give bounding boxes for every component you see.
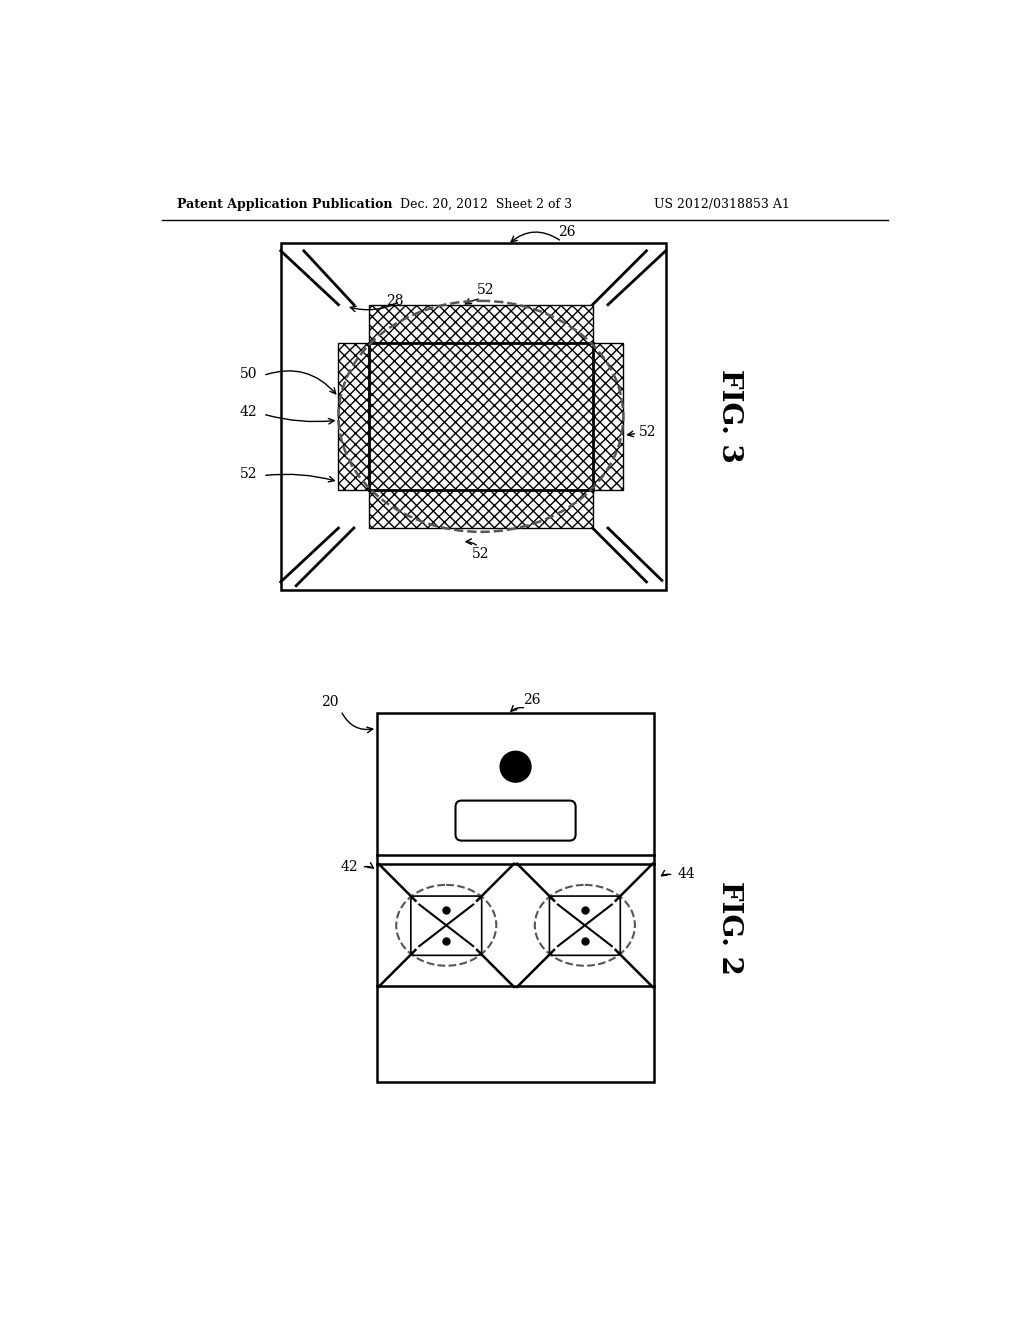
- Text: 26: 26: [523, 693, 541, 706]
- Text: Patent Application Publication: Patent Application Publication: [177, 198, 392, 211]
- Text: 50: 50: [240, 367, 258, 381]
- Text: 42: 42: [240, 405, 258, 420]
- Text: 26: 26: [558, 226, 575, 239]
- Text: 52: 52: [240, 467, 258, 480]
- Text: 28: 28: [386, 294, 403, 308]
- Text: 52: 52: [477, 282, 495, 297]
- Text: Dec. 20, 2012  Sheet 2 of 3: Dec. 20, 2012 Sheet 2 of 3: [400, 198, 572, 211]
- Text: 52: 52: [472, 548, 489, 561]
- Bar: [281, 243, 666, 590]
- Text: 44: 44: [677, 867, 695, 882]
- Bar: [377, 713, 654, 1082]
- Bar: [593, 343, 624, 490]
- Bar: [370, 343, 593, 490]
- FancyBboxPatch shape: [411, 896, 481, 956]
- FancyBboxPatch shape: [456, 800, 575, 841]
- Ellipse shape: [396, 884, 497, 966]
- Text: FIG. 3: FIG. 3: [716, 370, 742, 463]
- Bar: [370, 305, 593, 343]
- Text: 52: 52: [639, 425, 656, 438]
- Text: FIG. 2: FIG. 2: [716, 882, 742, 975]
- Text: US 2012/0318853 A1: US 2012/0318853 A1: [654, 198, 791, 211]
- Bar: [339, 343, 370, 490]
- FancyBboxPatch shape: [550, 896, 621, 956]
- Text: 20: 20: [321, 694, 339, 709]
- Text: 42: 42: [340, 859, 357, 874]
- Circle shape: [500, 751, 531, 781]
- Bar: [370, 490, 593, 528]
- Ellipse shape: [535, 884, 635, 966]
